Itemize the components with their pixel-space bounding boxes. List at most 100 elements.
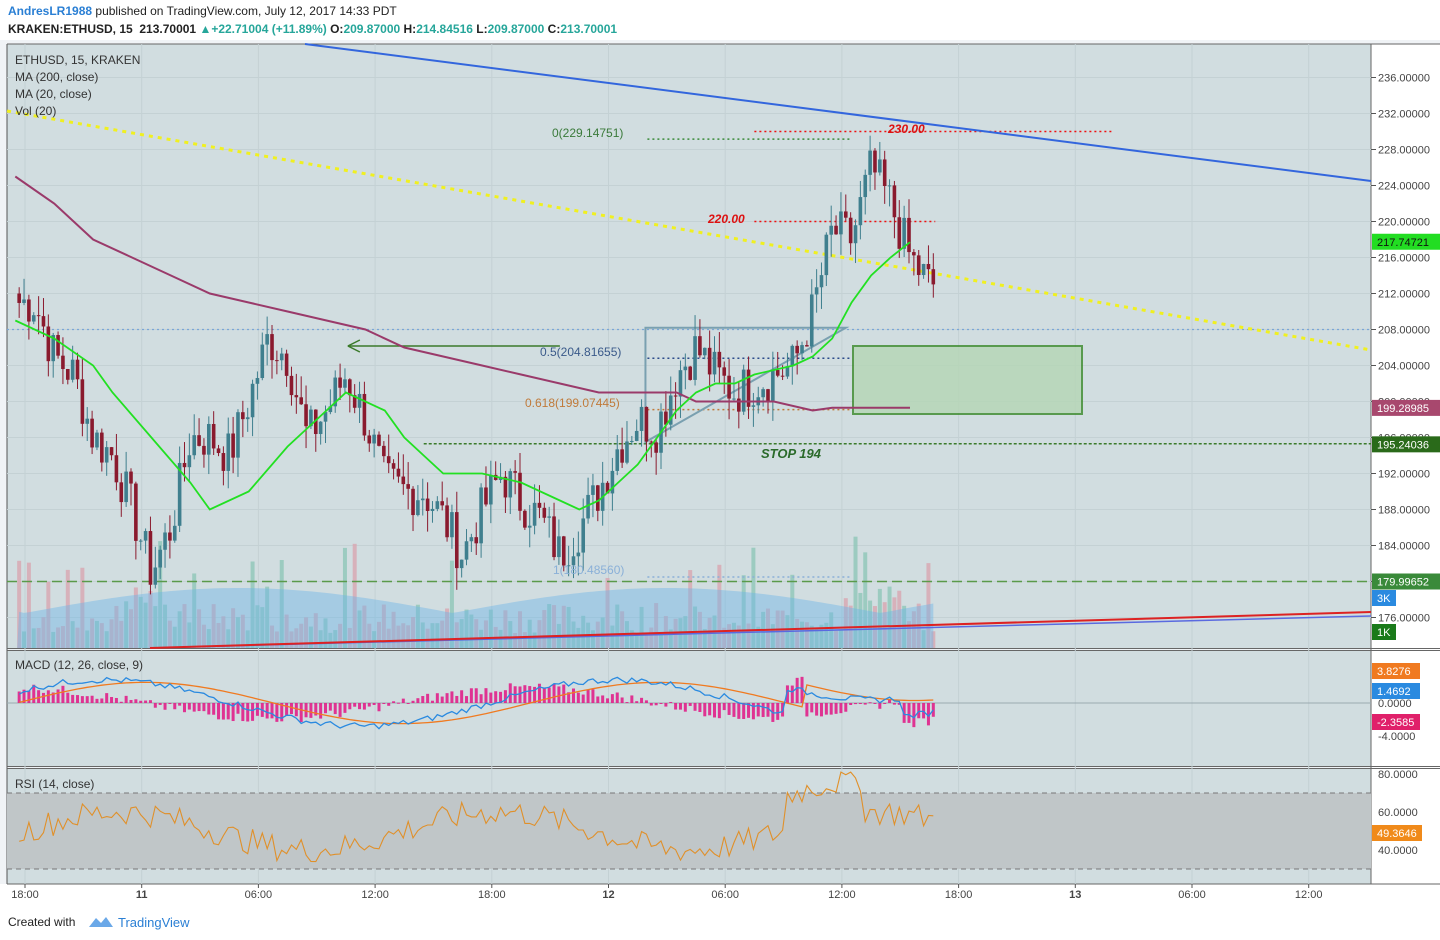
- candle-body: [916, 255, 921, 276]
- macd-histogram-bar: [37, 690, 41, 703]
- volume-bar: [94, 620, 99, 648]
- macd-histogram-bar: [134, 699, 138, 703]
- candle-body: [766, 389, 770, 401]
- candle-body: [450, 512, 454, 538]
- volume-bar: [722, 627, 727, 648]
- candle-body: [586, 494, 590, 519]
- macd-histogram-bar: [698, 703, 702, 713]
- volume-bar: [197, 609, 202, 648]
- volume-bar: [240, 614, 245, 648]
- macd-pane[interactable]: [7, 676, 1371, 730]
- volume-bar: [522, 632, 527, 648]
- price-badge-label: 3K: [1377, 593, 1391, 605]
- candle-body: [270, 334, 274, 361]
- macd-histogram-bar: [304, 703, 308, 718]
- macd-histogram-bar: [114, 697, 118, 703]
- publish-info: published on TradingView.com, July 12, 2…: [95, 4, 397, 18]
- macd-histogram-bar: [435, 693, 439, 703]
- volume-bar: [260, 607, 265, 648]
- volume-bar: [449, 560, 454, 648]
- candle-body: [824, 234, 829, 276]
- macd-histogram-bar: [255, 703, 259, 716]
- high-value: 214.84516: [416, 22, 473, 36]
- macd-histogram-bar: [51, 692, 55, 703]
- price-pane-bg: [7, 44, 1371, 648]
- y-tick-label: 228.00000: [1378, 145, 1430, 157]
- volume-bar: [474, 619, 479, 648]
- x-tick-label: 06:00: [245, 889, 273, 901]
- macd-histogram-bar: [71, 694, 75, 703]
- macd-histogram-bar: [484, 688, 488, 703]
- candle-body: [863, 174, 868, 198]
- macd-histogram-bar: [182, 703, 186, 713]
- candle-body: [168, 532, 172, 541]
- candle-body: [688, 366, 692, 380]
- volume-bar: [483, 620, 488, 648]
- candle-body: [644, 406, 649, 442]
- macd-histogram-bar: [144, 700, 148, 703]
- rsi-pane[interactable]: [7, 771, 1371, 870]
- candle-body: [202, 445, 206, 455]
- macd-badge-label: -2.3585: [1377, 717, 1414, 729]
- candle-body: [630, 440, 634, 442]
- macd-histogram-bar: [883, 703, 887, 704]
- candle-body: [795, 345, 799, 354]
- volume-bar: [362, 605, 367, 648]
- candle-body: [566, 565, 571, 567]
- volume-bar: [124, 601, 129, 648]
- volume-bar: [566, 606, 571, 648]
- volume-bar: [843, 598, 848, 648]
- macd-histogram-bar: [591, 689, 595, 703]
- macd-histogram-bar: [362, 703, 366, 710]
- candle-body: [732, 398, 736, 400]
- macd-histogram-bar: [61, 685, 65, 703]
- macd-histogram-bar: [76, 695, 80, 703]
- volume-bar: [765, 608, 770, 648]
- macd-histogram-bar: [367, 703, 371, 707]
- candle-body: [95, 432, 99, 448]
- macd-histogram-bar: [212, 703, 216, 715]
- macd-histogram-bar: [644, 700, 648, 703]
- volume-bar: [406, 625, 411, 648]
- price-badge: [1372, 573, 1440, 590]
- candle-body: [440, 501, 445, 506]
- candle-body: [591, 485, 595, 495]
- candle-body: [625, 441, 629, 463]
- candle-body: [65, 369, 70, 380]
- macd-histogram-bar: [693, 703, 697, 711]
- macd-histogram-bar: [95, 698, 99, 703]
- macd-histogram-bar: [615, 692, 619, 703]
- open-label: O:: [330, 22, 344, 36]
- volume-bar: [561, 605, 566, 648]
- macd-histogram-bar: [372, 703, 376, 705]
- candle-body: [513, 471, 517, 473]
- candle-body: [134, 483, 138, 541]
- symbol-label: KRAKEN:ETHUSD, 15: [8, 22, 133, 36]
- macd-histogram-bar: [829, 703, 833, 715]
- x-tick-label: 12:00: [828, 889, 856, 901]
- price-pane[interactable]: [6, 43, 1372, 649]
- candle-body: [124, 471, 128, 503]
- time-axis-bg: [0, 884, 1440, 905]
- candle-body: [664, 411, 668, 425]
- trading-chart[interactable]: 236.00000 232.00000 228.00000 224.00000 220.…: [0, 0, 1440, 905]
- candle-body: [56, 335, 60, 356]
- volume-bar: [308, 626, 313, 648]
- legend-rsi: RSI (14, close): [15, 777, 94, 791]
- candle-body: [814, 287, 819, 295]
- macd-histogram-bar: [635, 701, 639, 703]
- macd-histogram-bar: [868, 702, 872, 704]
- macd-histogram-bar: [22, 689, 26, 703]
- author-link[interactable]: AndresLR1988: [8, 4, 93, 18]
- macd-histogram-bar: [231, 703, 235, 722]
- candle-body: [887, 185, 892, 187]
- macd-histogram-bar: [878, 703, 882, 709]
- candle-body: [712, 351, 717, 375]
- tradingview-link[interactable]: TradingView: [118, 915, 190, 930]
- macd-histogram-bar: [858, 703, 862, 704]
- macd-histogram-bar: [469, 688, 473, 703]
- candle-body: [479, 487, 483, 544]
- volume-bar: [41, 617, 46, 648]
- macd-histogram-bar: [217, 703, 221, 720]
- volume-bar: [396, 625, 401, 648]
